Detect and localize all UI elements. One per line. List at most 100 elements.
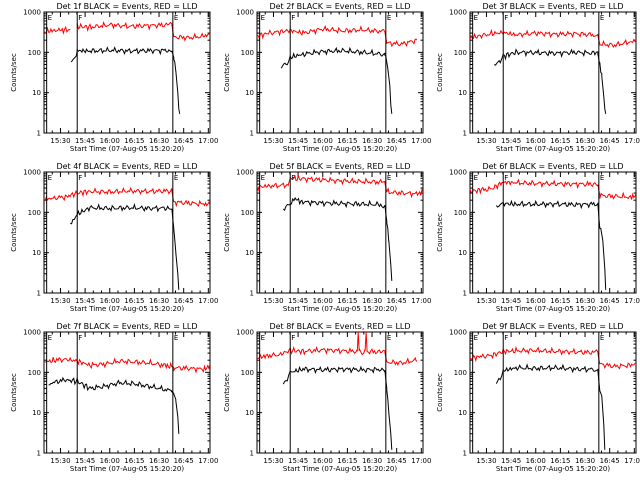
y-tick-label: 10 bbox=[245, 89, 254, 97]
plot-frame bbox=[256, 171, 424, 294]
x-tick-label: 16:45 bbox=[174, 137, 194, 145]
y-tick-label: 1 bbox=[37, 450, 41, 458]
y-tick-label: 1000 bbox=[449, 329, 467, 337]
x-tick-label: 16:00 bbox=[526, 457, 546, 465]
x-tick-label: 16:45 bbox=[387, 457, 407, 465]
y-tick-label: 100 bbox=[241, 49, 254, 57]
marker-label: F bbox=[504, 174, 508, 182]
x-tick-label: 16:30 bbox=[362, 297, 382, 305]
series-line-lld bbox=[44, 186, 210, 208]
x-tick-label: 17:00 bbox=[198, 137, 218, 145]
y-tick-label: 1000 bbox=[23, 329, 41, 337]
marker-label: E bbox=[387, 14, 391, 22]
x-tick-label: 17:00 bbox=[198, 297, 218, 305]
x-axis-label: Start Time (07-Aug-05 15:20:20) bbox=[70, 305, 184, 313]
y-tick-label: 100 bbox=[454, 209, 467, 217]
x-tick-label: 15:30 bbox=[263, 297, 283, 305]
plot-frame bbox=[469, 171, 637, 294]
series-line-lld bbox=[44, 356, 210, 374]
y-axis-label: Counts/sec bbox=[436, 213, 444, 252]
y-tick-label: 100 bbox=[28, 209, 41, 217]
x-tick-label: 16:00 bbox=[100, 297, 120, 305]
x-tick-label: 16:45 bbox=[174, 457, 194, 465]
series-line-lld bbox=[257, 173, 423, 199]
marker-label: E bbox=[387, 174, 391, 182]
marker-label: E bbox=[474, 174, 478, 182]
marker-label: F bbox=[291, 334, 295, 342]
chart-title: Det 5f BLACK = Events, RED = LLD bbox=[269, 162, 410, 171]
plot-frame bbox=[43, 331, 211, 454]
x-tick-label: 15:30 bbox=[50, 457, 70, 465]
y-axis-label: Counts/sec bbox=[436, 53, 444, 92]
chart-panel-6: Det 6f BLACK = Events, RED = LLD 1 10 100 10… bbox=[436, 162, 640, 313]
y-tick-label: 100 bbox=[28, 49, 41, 57]
series-line-events bbox=[494, 48, 607, 114]
marker-label: E bbox=[261, 334, 265, 342]
x-tick-label: 15:45 bbox=[75, 297, 95, 305]
x-tick-label: 16:00 bbox=[100, 457, 120, 465]
x-axis-label: Start Time (07-Aug-05 15:20:20) bbox=[70, 465, 184, 473]
x-tick-label: 15:30 bbox=[263, 457, 283, 465]
series-line-events bbox=[48, 376, 180, 434]
chart-panel-5: Det 5f BLACK = Events, RED = LLD 1 10 100 10… bbox=[223, 162, 431, 313]
x-tick-label: 15:45 bbox=[501, 457, 521, 465]
x-tick-label: 16:30 bbox=[362, 457, 382, 465]
x-tick-label: 15:45 bbox=[501, 137, 521, 145]
x-tick-label: 16:00 bbox=[313, 297, 333, 305]
series-line-lld bbox=[470, 178, 636, 200]
x-tick-label: 16:00 bbox=[100, 137, 120, 145]
x-tick-label: 17:00 bbox=[411, 457, 431, 465]
plot-frame bbox=[256, 331, 424, 454]
x-tick-label: 15:30 bbox=[50, 137, 70, 145]
x-axis-label: Start Time (07-Aug-05 15:20:20) bbox=[496, 305, 610, 313]
y-tick-label: 1 bbox=[250, 450, 254, 458]
x-tick-label: 16:15 bbox=[124, 297, 144, 305]
x-tick-label: 16:45 bbox=[387, 297, 407, 305]
y-tick-label: 1 bbox=[37, 290, 41, 298]
series-line-events bbox=[282, 365, 393, 450]
x-axis-label: Start Time (07-Aug-05 15:20:20) bbox=[283, 145, 397, 153]
series-line-events bbox=[495, 363, 606, 450]
chart-panel-8: Det 8f BLACK = Events, RED = LLD 1 10 100 10… bbox=[223, 322, 431, 473]
chart-panel-7: Det 7f BLACK = Events, RED = LLD 1 10 100 10… bbox=[10, 322, 218, 473]
marker-label: F bbox=[78, 14, 82, 22]
x-tick-label: 15:45 bbox=[75, 137, 95, 145]
chart-title: Det 9f BLACK = Events, RED = LLD bbox=[482, 322, 623, 331]
y-tick-label: 100 bbox=[28, 369, 41, 377]
marker-label: E bbox=[48, 334, 52, 342]
x-axis-label: Start Time (07-Aug-05 15:20:20) bbox=[496, 465, 610, 473]
marker-label: E bbox=[600, 14, 604, 22]
x-tick-label: 15:45 bbox=[288, 297, 308, 305]
x-tick-label: 15:45 bbox=[288, 457, 308, 465]
marker-label: F bbox=[78, 174, 82, 182]
y-tick-label: 10 bbox=[32, 409, 41, 417]
x-tick-label: 17:00 bbox=[624, 137, 640, 145]
chart-title: Det 8f BLACK = Events, RED = LLD bbox=[269, 322, 410, 331]
y-axis-label: Counts/sec bbox=[10, 53, 18, 92]
x-tick-label: 17:00 bbox=[624, 297, 640, 305]
series-line-lld bbox=[470, 28, 636, 49]
y-tick-label: 1 bbox=[37, 130, 41, 138]
marker-label: E bbox=[261, 174, 265, 182]
plot-frame bbox=[469, 331, 637, 454]
x-tick-label: 17:00 bbox=[411, 137, 431, 145]
y-tick-label: 1000 bbox=[23, 9, 41, 17]
x-tick-label: 16:45 bbox=[174, 297, 194, 305]
x-tick-label: 16:45 bbox=[600, 297, 620, 305]
marker-label: E bbox=[600, 334, 604, 342]
plot-frame bbox=[469, 11, 637, 134]
x-tick-label: 15:45 bbox=[75, 457, 95, 465]
x-tick-label: 16:45 bbox=[387, 137, 407, 145]
y-axis-label: Counts/sec bbox=[436, 373, 444, 412]
x-tick-label: 15:30 bbox=[50, 297, 70, 305]
x-tick-label: 15:30 bbox=[476, 457, 496, 465]
y-tick-label: 100 bbox=[241, 209, 254, 217]
y-tick-label: 1 bbox=[250, 290, 254, 298]
y-tick-label: 10 bbox=[32, 89, 41, 97]
marker-label: E bbox=[474, 334, 478, 342]
y-tick-label: 10 bbox=[245, 249, 254, 257]
chart-title: Det 2f BLACK = Events, RED = LLD bbox=[269, 2, 410, 11]
x-tick-label: 16:00 bbox=[526, 297, 546, 305]
series-line-events bbox=[280, 46, 393, 114]
y-axis-label: Counts/sec bbox=[223, 53, 231, 92]
